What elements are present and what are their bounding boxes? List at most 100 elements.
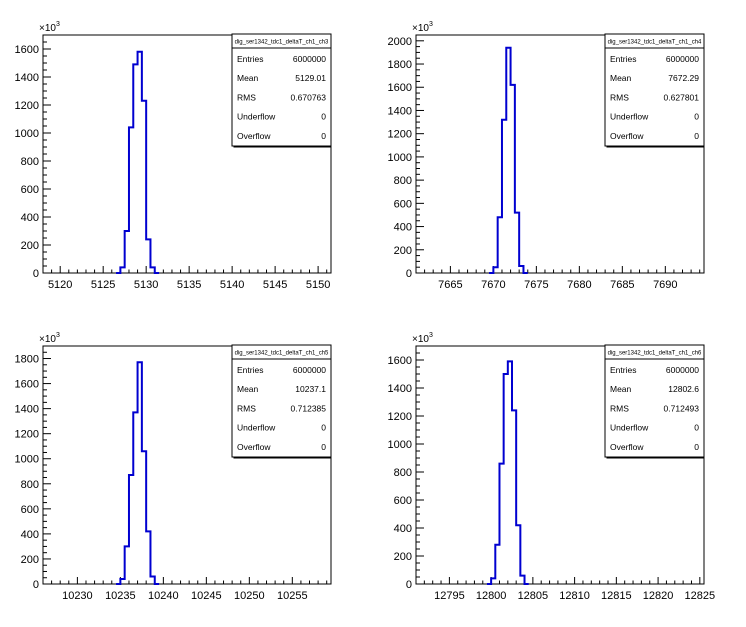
histogram-line bbox=[486, 360, 529, 585]
stats-title: dig_ser1342_tdc1_deltaT_ch1_ch5 bbox=[235, 351, 329, 357]
stats-label: Overflow bbox=[610, 131, 644, 141]
y-multiplier-base: ×10 bbox=[39, 334, 56, 345]
stats-label: Mean bbox=[237, 384, 259, 394]
stats-title: dig_ser1342_tdc1_deltaT_ch1_ch6 bbox=[608, 351, 702, 357]
y-tick-label: 1600 bbox=[15, 44, 39, 56]
stats-value: 0 bbox=[694, 423, 699, 433]
stats-box-shadow bbox=[606, 457, 705, 459]
y-tick-label: 1400 bbox=[388, 105, 412, 117]
x-tick-label: 10240 bbox=[148, 590, 179, 602]
stats-label: Overflow bbox=[237, 442, 271, 452]
x-tick-label: 7675 bbox=[524, 279, 548, 291]
y-tick-label: 0 bbox=[406, 268, 412, 280]
x-tick-label: 5135 bbox=[177, 279, 201, 291]
stats-box: dig_ser1342_tdc1_deltaT_ch1_ch5 Entries 60… bbox=[231, 344, 332, 459]
y-multiplier: ×103 bbox=[412, 21, 433, 34]
x-tick-label: 12810 bbox=[559, 590, 590, 602]
y-multiplier-exponent: 3 bbox=[56, 21, 60, 28]
stats-label: Entries bbox=[237, 365, 263, 375]
stats-value: 0.712385 bbox=[291, 403, 327, 413]
y-tick-label: 400 bbox=[21, 529, 39, 541]
histogram-line bbox=[116, 361, 160, 585]
histogram-pad-3: 0 200 400 600 800 1000 1200 1400 1600 1800 10230 10… bbox=[15, 332, 332, 602]
y-tick-label: 1600 bbox=[388, 82, 412, 94]
plot-frame bbox=[415, 34, 705, 274]
stats-value: 0.627801 bbox=[664, 92, 700, 102]
y-multiplier-base: ×10 bbox=[412, 23, 429, 34]
y-multiplier: ×103 bbox=[39, 332, 60, 345]
y-tick-label: 2000 bbox=[388, 36, 412, 48]
y-multiplier-exponent: 3 bbox=[429, 332, 433, 339]
y-tick-label: 600 bbox=[394, 198, 412, 210]
stats-box-frame bbox=[604, 344, 705, 458]
y-tick-label: 1400 bbox=[15, 404, 39, 416]
stats-label: Mean bbox=[610, 73, 632, 83]
x-tick-label: 10255 bbox=[277, 590, 308, 602]
y-tick-label: 1600 bbox=[388, 355, 412, 367]
y-tick-label: 400 bbox=[394, 523, 412, 535]
x-tick-label: 7670 bbox=[481, 279, 505, 291]
x-tick-label: 12815 bbox=[601, 590, 632, 602]
stats-value: 0 bbox=[321, 131, 326, 141]
y-multiplier-exponent: 3 bbox=[429, 21, 433, 28]
stats-label: Mean bbox=[237, 73, 259, 83]
stats-box: dig_ser1342_tdc1_deltaT_ch1_ch4 Entries 60… bbox=[604, 33, 705, 148]
x-tick-label: 5125 bbox=[91, 279, 115, 291]
x-tick-label: 12805 bbox=[518, 590, 549, 602]
stats-value: 5129.01 bbox=[295, 73, 326, 83]
y-tick-label: 1000 bbox=[388, 439, 412, 451]
histogram-line bbox=[489, 46, 528, 274]
y-multiplier-base: ×10 bbox=[412, 334, 429, 345]
y-tick-label: 800 bbox=[21, 156, 39, 168]
stats-value: 6000000 bbox=[666, 365, 699, 375]
histogram-pad-2: 0 200 400 600 800 1000 1200 1400 1600 1800 2000 766… bbox=[388, 21, 705, 291]
y-tick-label: 200 bbox=[21, 554, 39, 566]
stats-box-frame bbox=[604, 33, 705, 147]
y-tick-label: 400 bbox=[394, 222, 412, 234]
stats-box-frame bbox=[231, 344, 332, 458]
histogram-pad-4: 0 200 400 600 800 1000 1200 1400 1600 12795 12800 1… bbox=[388, 332, 716, 602]
y-tick-label: 400 bbox=[21, 212, 39, 224]
x-tick-label: 12820 bbox=[643, 590, 674, 602]
stats-label: RMS bbox=[237, 403, 256, 413]
y-tick-label: 1200 bbox=[388, 129, 412, 141]
stats-label: Underflow bbox=[610, 423, 649, 433]
x-tick-label: 5130 bbox=[134, 279, 158, 291]
stats-value: 12802.6 bbox=[668, 384, 699, 394]
y-tick-label: 600 bbox=[21, 504, 39, 516]
stats-value: 0 bbox=[321, 423, 326, 433]
x-tick-label: 7685 bbox=[610, 279, 634, 291]
y-tick-label: 600 bbox=[21, 184, 39, 196]
stats-label: RMS bbox=[610, 403, 629, 413]
y-tick-label: 1000 bbox=[15, 454, 39, 466]
y-tick-label: 1200 bbox=[15, 100, 39, 112]
x-tick-label: 12800 bbox=[476, 590, 507, 602]
x-tick-label: 5145 bbox=[263, 279, 287, 291]
y-multiplier: ×103 bbox=[412, 332, 433, 345]
stats-box: dig_ser1342_tdc1_deltaT_ch1_ch6 Entries 60… bbox=[604, 344, 705, 459]
x-tick-label: 7690 bbox=[653, 279, 677, 291]
y-tick-label: 1000 bbox=[15, 128, 39, 140]
stats-value: 0 bbox=[321, 112, 326, 122]
stats-box-frame bbox=[231, 33, 332, 147]
y-tick-label: 600 bbox=[394, 495, 412, 507]
stats-value: 10237.1 bbox=[295, 384, 326, 394]
stats-box-shadow bbox=[233, 146, 332, 148]
x-tick-label: 7665 bbox=[438, 279, 462, 291]
y-tick-label: 1400 bbox=[15, 72, 39, 84]
y-tick-label: 1800 bbox=[15, 354, 39, 366]
y-tick-label: 1800 bbox=[388, 59, 412, 71]
x-tick-label: 5140 bbox=[220, 279, 244, 291]
stats-value: 0 bbox=[694, 112, 699, 122]
y-tick-label: 200 bbox=[21, 240, 39, 252]
stats-box-shadow bbox=[233, 457, 332, 459]
stats-value: 0 bbox=[694, 442, 699, 452]
stats-label: Mean bbox=[610, 384, 632, 394]
y-tick-label: 800 bbox=[394, 467, 412, 479]
stats-box-shadow bbox=[606, 146, 705, 148]
x-tick-label: 12825 bbox=[685, 590, 716, 602]
stats-box: dig_ser1342_tdc1_deltaT_ch1_ch3 Entries 60… bbox=[231, 33, 332, 148]
y-tick-label: 0 bbox=[33, 268, 39, 280]
stats-label: RMS bbox=[610, 92, 629, 102]
